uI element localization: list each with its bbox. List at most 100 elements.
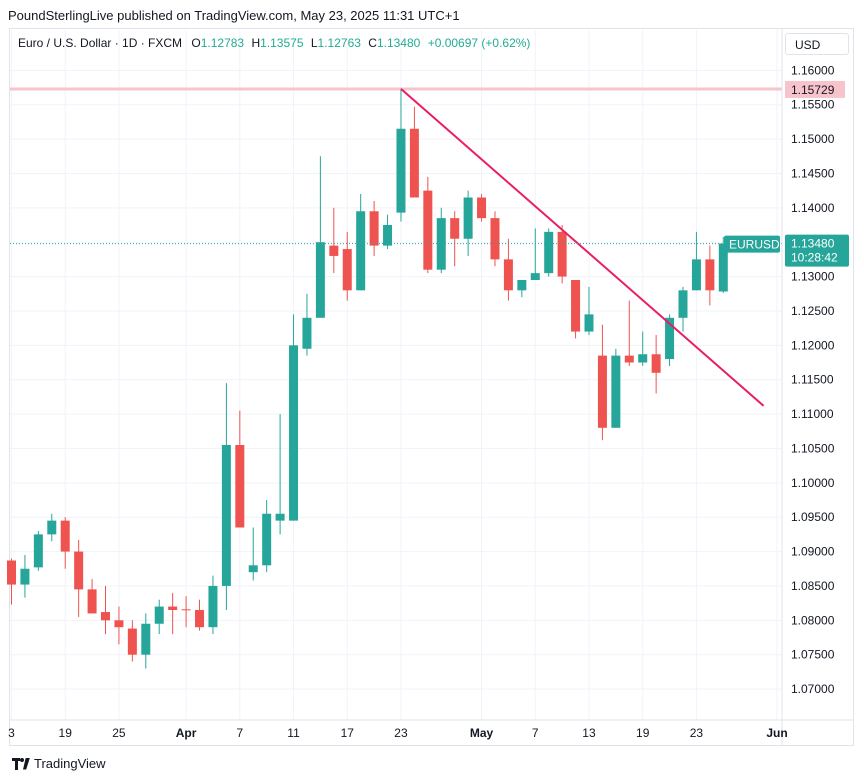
candle-down xyxy=(450,218,460,239)
candle-down xyxy=(329,245,339,256)
time-tick-label: 25 xyxy=(112,726,126,740)
candle-down xyxy=(195,610,205,628)
candle-up xyxy=(275,513,285,521)
trendline-layer xyxy=(400,88,765,407)
candle-up xyxy=(33,534,43,568)
candle-up xyxy=(517,280,527,291)
candle-up xyxy=(544,231,554,274)
candle-up xyxy=(289,345,299,521)
footer-brand[interactable]: TradingView xyxy=(12,756,106,771)
time-tick-label: 11 xyxy=(287,726,300,740)
time-axis: 3 19 25 Apr 7 11 17 23 May 7 13 19 23 Jun xyxy=(8,719,854,740)
candle-up xyxy=(530,273,540,280)
candle-up xyxy=(248,565,258,573)
candle-up xyxy=(718,243,728,292)
open-value: 1.12783 xyxy=(200,36,245,50)
time-tick-label: Apr xyxy=(176,726,197,740)
candle-up xyxy=(678,290,688,318)
resistance-price-label: 1.15729 xyxy=(791,83,835,97)
candle-up xyxy=(20,568,30,585)
candle-down xyxy=(624,355,634,363)
candle-up xyxy=(383,225,393,246)
tradingview-logo-icon xyxy=(12,757,30,770)
candle-up xyxy=(584,314,594,332)
candle-down xyxy=(705,259,715,291)
time-tick-label: May xyxy=(470,726,494,740)
price-tick-label: 1.09500 xyxy=(791,510,835,524)
time-tick-label: 3 xyxy=(8,726,15,740)
change-value: +0.00697 (+0.62%) xyxy=(427,36,531,50)
candle-up xyxy=(302,317,312,349)
time-tick-label: Jun xyxy=(766,726,787,740)
candle-down xyxy=(342,249,352,291)
symbol-title[interactable]: Euro / U.S. Dollar · 1D · FXCM xyxy=(18,36,183,50)
candle-down xyxy=(490,218,500,260)
price-tick-label: 1.11500 xyxy=(791,373,834,387)
candle-up xyxy=(315,242,325,318)
candle-down xyxy=(477,197,487,219)
ohlc-legend: Euro / U.S. Dollar · 1D · FXCM O1.12783 … xyxy=(18,36,534,50)
candle-down xyxy=(651,354,661,373)
open-label: O xyxy=(191,36,201,50)
candle-down xyxy=(235,445,245,528)
candlestick-series xyxy=(7,88,728,669)
time-tick-label: 13 xyxy=(582,726,596,740)
symbol-tag-label: EURUSD xyxy=(729,238,780,252)
candle-up xyxy=(262,513,272,566)
price-tick-label: 1.10500 xyxy=(791,441,835,455)
price-tick-label: 1.08000 xyxy=(791,613,835,627)
chart-grid xyxy=(10,30,782,720)
candle-down xyxy=(557,231,567,277)
symbol-tag xyxy=(724,235,780,253)
time-tick-label: 7 xyxy=(236,726,243,740)
candle-up xyxy=(141,623,151,655)
price-tick-label: 1.09000 xyxy=(791,545,835,559)
candle-up xyxy=(356,211,366,291)
candle-down xyxy=(181,609,191,611)
candle-down xyxy=(571,280,581,332)
candle-down xyxy=(503,259,513,291)
time-tick-label: 19 xyxy=(636,726,650,740)
countdown-label: 10:28:42 xyxy=(791,251,838,265)
price-tick-label: 1.12000 xyxy=(791,338,835,352)
candle-down xyxy=(101,612,111,621)
last-price-tag xyxy=(785,234,849,267)
candle-down xyxy=(409,128,419,198)
candle-down xyxy=(423,190,433,270)
candle-up xyxy=(221,445,231,586)
candle-up xyxy=(47,520,57,535)
low-value: 1.12763 xyxy=(317,36,361,50)
close-label: C xyxy=(368,36,377,50)
candle-up xyxy=(208,585,218,628)
price-tick-label: 1.14500 xyxy=(791,166,835,180)
high-label: H xyxy=(251,36,261,50)
price-tick-label: 1.07000 xyxy=(791,682,835,696)
currency-button[interactable]: USD xyxy=(785,33,849,55)
price-tick-label: 1.14000 xyxy=(791,201,835,215)
low-label: L xyxy=(310,36,318,50)
price-tick-label: 1.08500 xyxy=(791,579,835,593)
candle-down xyxy=(168,606,178,610)
time-tick-label: 23 xyxy=(394,726,408,740)
candle-down xyxy=(127,628,137,655)
candle-down xyxy=(369,211,379,246)
price-tick-label: 1.16000 xyxy=(791,63,835,77)
resistance-price-tag xyxy=(785,80,845,98)
candle-down xyxy=(87,589,97,614)
price-tick-label: 1.13000 xyxy=(791,270,835,284)
candle-up xyxy=(611,355,621,428)
time-tick-label: 7 xyxy=(532,726,539,740)
price-tick-label: 1.15000 xyxy=(791,132,835,146)
publisher-line: PoundSterlingLive published on TradingVi… xyxy=(8,8,460,23)
footer-brand-label: TradingView xyxy=(34,756,106,771)
candle-up xyxy=(638,354,648,363)
candle-down xyxy=(114,620,124,628)
price-tick-label: 1.12500 xyxy=(791,304,835,318)
price-axis: 1.160001.155001.150001.145001.140001.135… xyxy=(781,29,835,745)
price-tick-label: 1.11000 xyxy=(791,407,834,421)
chart-frame xyxy=(9,28,854,746)
candle-down xyxy=(60,520,70,552)
time-tick-label: 17 xyxy=(341,726,355,740)
